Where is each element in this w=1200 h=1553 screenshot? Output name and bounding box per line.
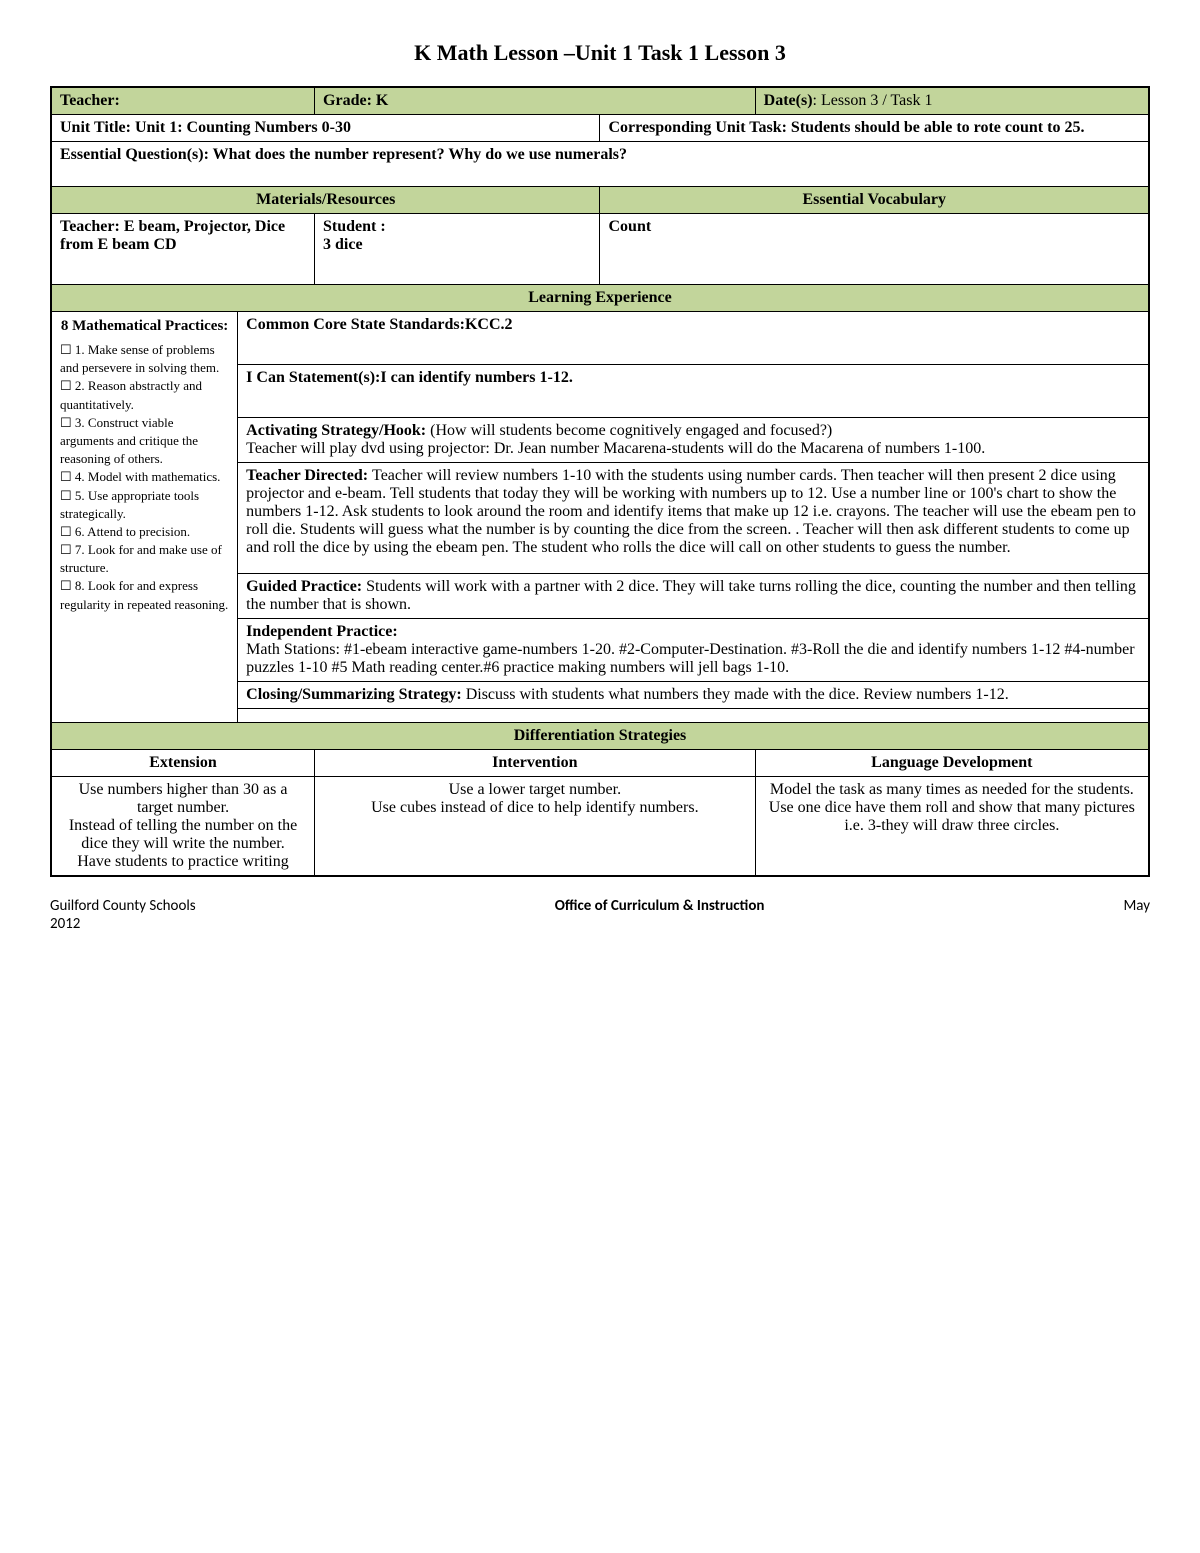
- teacher-materials-cell: Teacher: E beam, Projector, Dice from E …: [51, 214, 315, 285]
- guided-cell: Guided Practice: Students will work with…: [238, 574, 1149, 619]
- teacher-materials-label: Teacher:: [60, 218, 124, 235]
- practice-8: ☐ 8. Look for and express regularity in …: [60, 577, 229, 613]
- essential-questions-cell: Essential Question(s): What does the num…: [51, 142, 1149, 187]
- footer-year: 2012: [50, 915, 80, 933]
- essential-q-value: What does the number represent? Why do w…: [213, 146, 627, 163]
- practice-1: ☐ 1. Make sense of problems and persever…: [60, 341, 229, 377]
- vocab-cell: Count: [600, 214, 1149, 285]
- ican-value: I can identify numbers 1-12.: [380, 369, 572, 386]
- page-title: K Math Lesson –Unit 1 Task 1 Lesson 3: [50, 40, 1150, 66]
- hook-value: Teacher will play dvd using projector: D…: [246, 440, 985, 457]
- differentiation-header: Differentiation Strategies: [51, 723, 1149, 750]
- vocab-value: Count: [608, 218, 651, 235]
- dates-label: Date(s): [764, 92, 813, 109]
- independent-label: Independent Practice:: [246, 623, 1140, 641]
- unit-title-cell: Unit Title: Unit 1: Counting Numbers 0-3…: [51, 115, 600, 142]
- extension-header: Extension: [51, 750, 315, 777]
- standards-label: Common Core State Standards:: [246, 316, 465, 333]
- dates-value: : Lesson 3 / Task 1: [813, 92, 933, 109]
- grade-cell: Grade: K: [315, 87, 756, 115]
- corresponding-task-cell: Corresponding Unit Task: Students should…: [600, 115, 1149, 142]
- essential-q-label: Essential Question(s):: [60, 146, 213, 163]
- student-materials-cell: Student : 3 dice: [315, 214, 600, 285]
- standards-value: KCC.2: [465, 316, 513, 333]
- ican-cell: I Can Statement(s):I can identify number…: [238, 365, 1149, 418]
- closing-cell: Closing/Summarizing Strategy: Discuss wi…: [238, 682, 1149, 709]
- practice-6: ☐ 6. Attend to precision.: [60, 523, 229, 541]
- extension-value: Use numbers higher than 30 as a target n…: [51, 777, 315, 877]
- closing-value: Discuss with students what numbers they …: [466, 686, 1009, 703]
- unit-title: Unit Title: Unit 1: Counting Numbers 0-3…: [60, 119, 351, 136]
- practices-cell: 8 Mathematical Practices: ☐ 1. Make sens…: [51, 312, 238, 723]
- materials-header: Materials/Resources: [51, 187, 600, 214]
- practice-4: ☐ 4. Model with mathematics.: [60, 468, 229, 486]
- language-header: Language Development: [755, 750, 1149, 777]
- corresponding-value: Students should be able to rote count to…: [791, 119, 1085, 136]
- guided-label: Guided Practice:: [246, 578, 366, 595]
- teacher-cell: Teacher:: [51, 87, 315, 115]
- independent-value: Math Stations: #1-ebeam interactive game…: [246, 641, 1134, 676]
- practices-title: 8 Mathematical Practices:: [60, 316, 229, 337]
- grade-value: K: [376, 92, 388, 109]
- independent-cell: Independent Practice: Math Stations: #1-…: [238, 619, 1149, 682]
- footer-right: May: [1123, 897, 1150, 933]
- guided-value: Students will work with a partner with 2…: [246, 578, 1136, 613]
- practice-3: ☐ 3. Construct viable arguments and crit…: [60, 414, 229, 469]
- ican-label: I Can Statement(s):: [246, 369, 380, 386]
- hook-label: Activating Strategy/Hook:: [246, 422, 430, 439]
- intervention-value: Use a lower target number. Use cubes ins…: [315, 777, 756, 877]
- grade-label: Grade:: [323, 92, 376, 109]
- teacher-directed-value: Teacher will review numbers 1-10 with th…: [246, 467, 1136, 556]
- hook-cell: Activating Strategy/Hook: (How will stud…: [238, 418, 1149, 463]
- practice-7: ☐ 7. Look for and make use of structure.: [60, 541, 229, 577]
- student-materials-label: Student :: [323, 218, 591, 236]
- footer-left: Guilford County Schools 2012: [50, 897, 196, 933]
- footer-center: Office of Curriculum & Instruction: [555, 897, 765, 933]
- footer-org: Guilford County Schools: [50, 897, 196, 915]
- closing-label: Closing/Summarizing Strategy:: [246, 686, 466, 703]
- dates-cell: Date(s): Lesson 3 / Task 1: [755, 87, 1149, 115]
- standards-cell: Common Core State Standards:KCC.2: [238, 312, 1149, 365]
- teacher-directed-label: Teacher Directed:: [246, 467, 372, 484]
- student-materials-value: 3 dice: [323, 236, 591, 254]
- practice-2: ☐ 2. Reason abstractly and quantitativel…: [60, 377, 229, 413]
- corresponding-label: Corresponding Unit Task:: [608, 119, 790, 136]
- practice-5: ☐ 5. Use appropriate tools strategically…: [60, 487, 229, 523]
- spacer-cell: [238, 709, 1149, 723]
- hook-prompt: (How will students become cognitively en…: [430, 422, 832, 439]
- vocab-header: Essential Vocabulary: [600, 187, 1149, 214]
- learning-header: Learning Experience: [51, 285, 1149, 312]
- teacher-directed-cell: Teacher Directed: Teacher will review nu…: [238, 463, 1149, 574]
- language-value: Model the task as many times as needed f…: [755, 777, 1149, 877]
- lesson-plan-table: Teacher: Grade: K Date(s): Lesson 3 / Ta…: [50, 86, 1150, 877]
- intervention-header: Intervention: [315, 750, 756, 777]
- footer: Guilford County Schools 2012 Office of C…: [50, 897, 1150, 933]
